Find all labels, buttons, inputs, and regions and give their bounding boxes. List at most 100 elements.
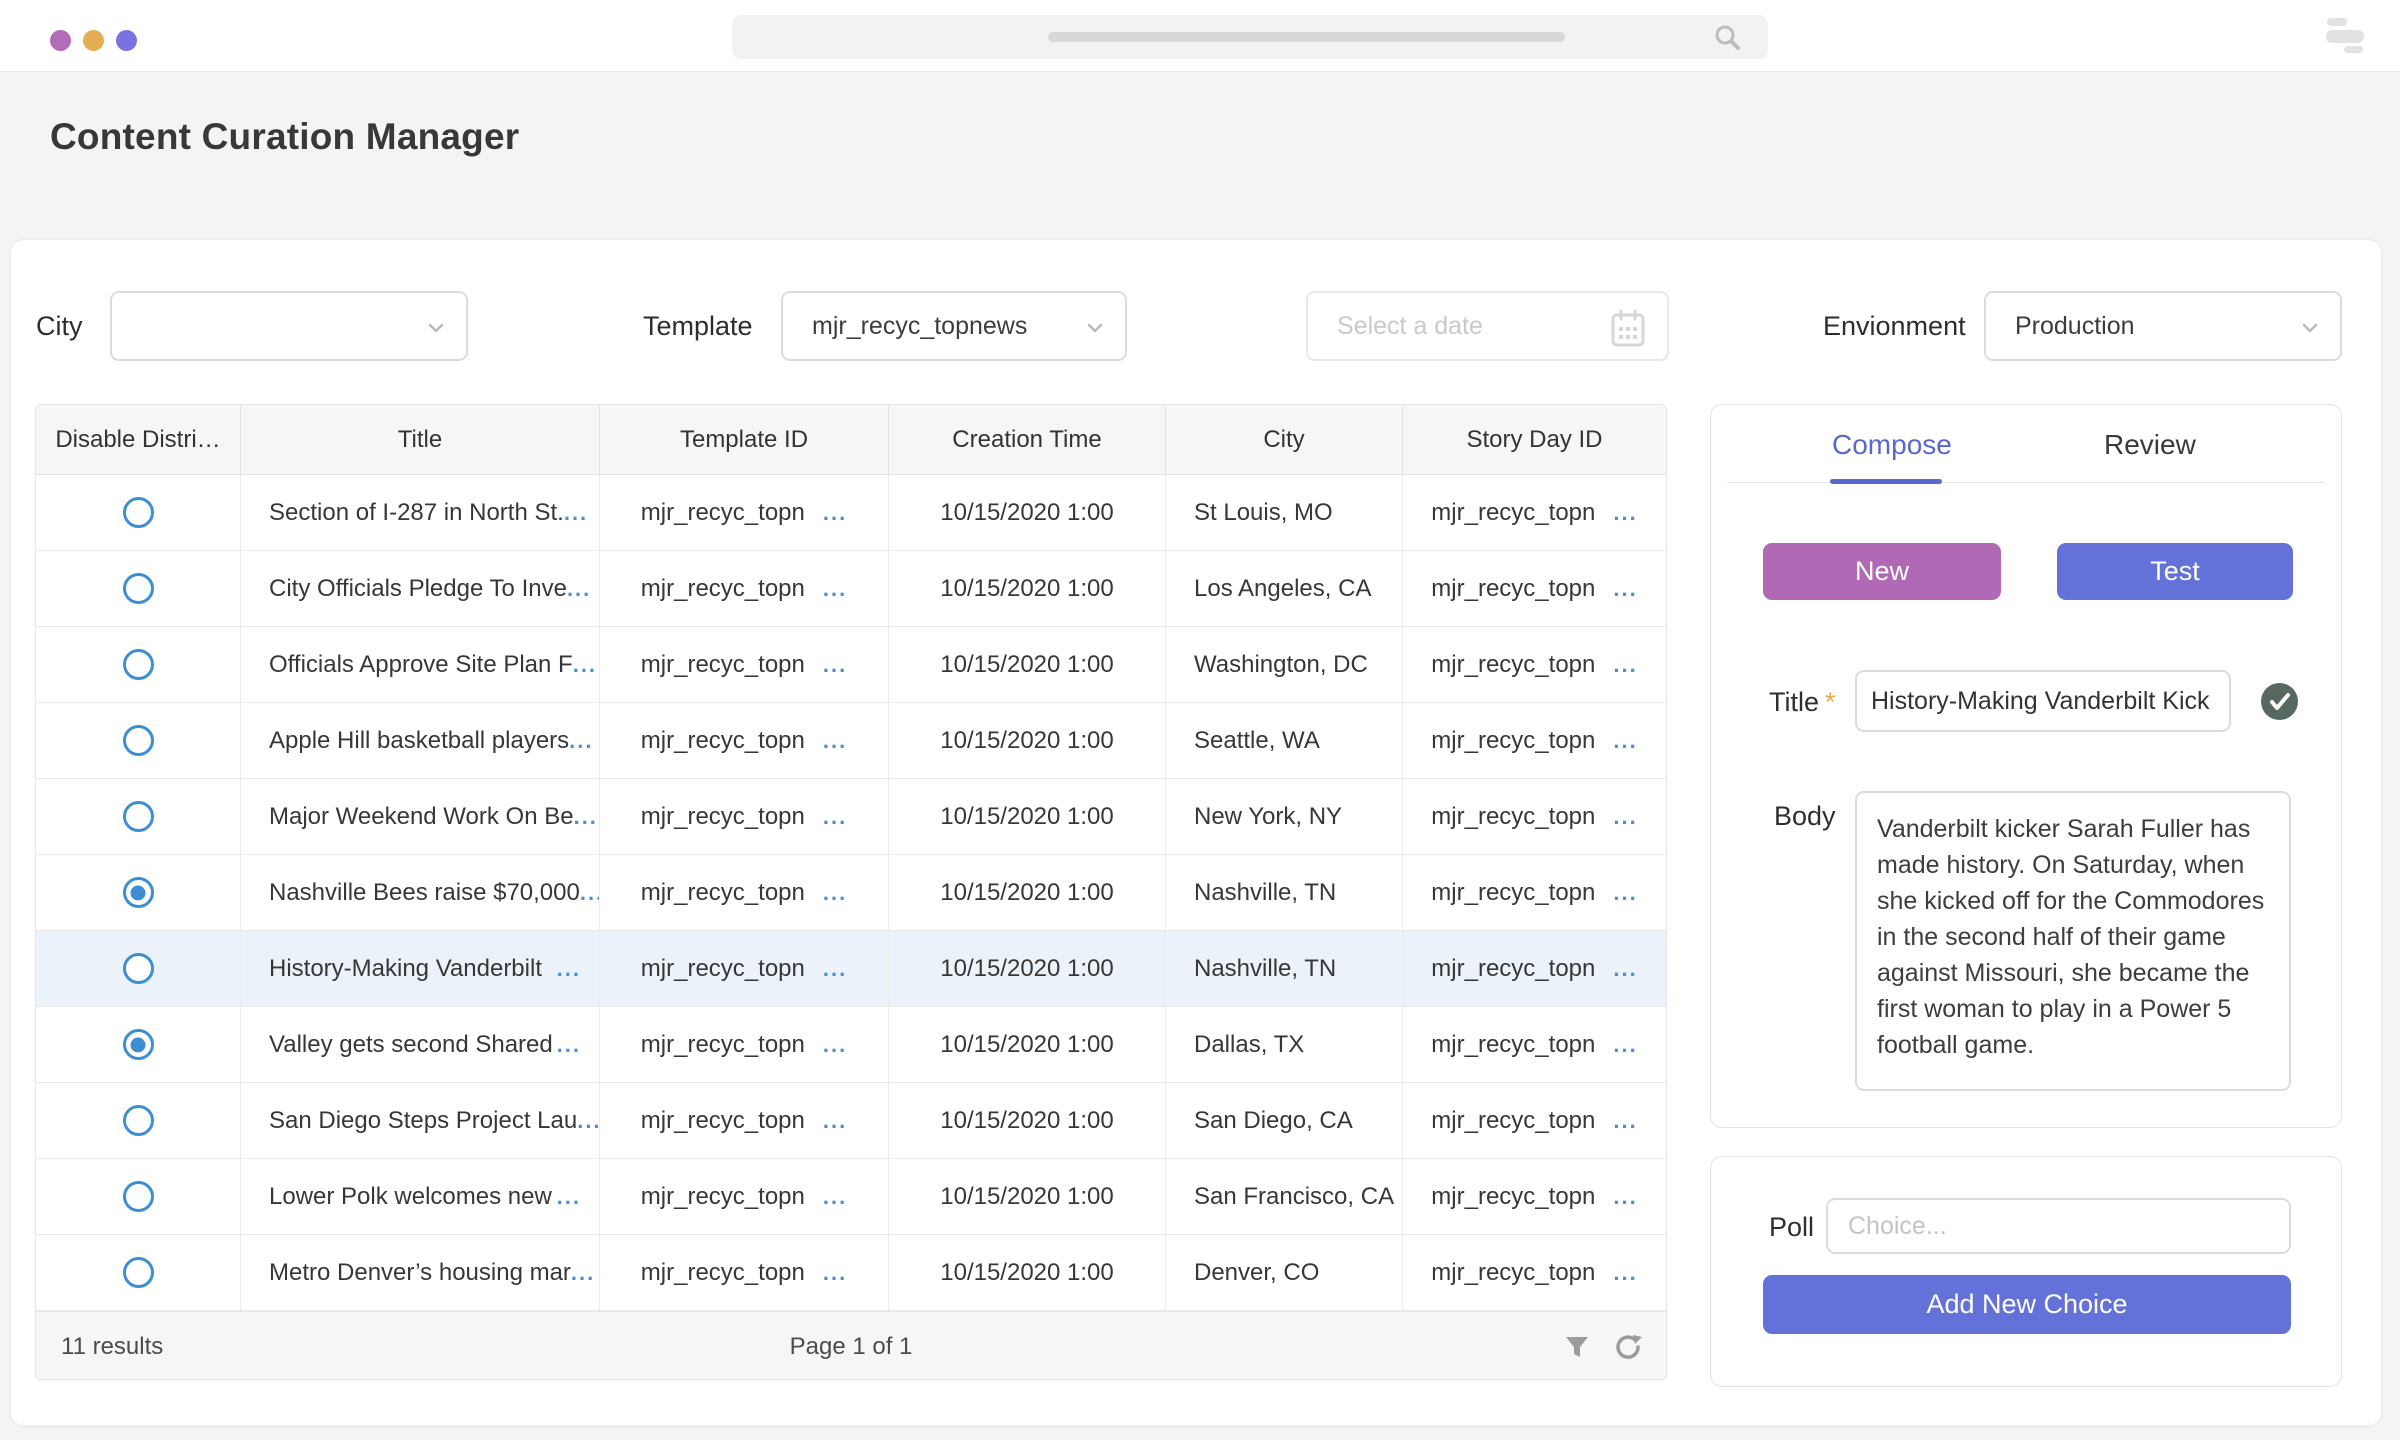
table-row[interactable]: City Officials Pledge To Inve ... mjr_re… — [36, 551, 1666, 627]
city-value: Nashville, TN — [1194, 878, 1337, 906]
title-expand-ellipsis[interactable]: ... — [579, 879, 599, 905]
table-row[interactable]: History-Making Vanderbilt ... mjr_recyc_… — [36, 931, 1666, 1007]
add-new-choice-button[interactable]: Add New Choice — [1763, 1275, 2291, 1334]
title-expand-ellipsis[interactable]: ... — [556, 1031, 581, 1057]
check-circle-icon — [2261, 683, 2298, 720]
story-day-id: mjr_recyc_topn — [1431, 650, 1596, 678]
title-expand-ellipsis[interactable]: ... — [563, 499, 589, 525]
table-row[interactable]: San Diego Steps Project Lau ... mjr_recy… — [36, 1083, 1666, 1159]
environment-filter-select[interactable]: Production — [1984, 291, 2342, 361]
distribution-radio[interactable] — [122, 1029, 154, 1060]
title-field[interactable] — [1855, 670, 2231, 732]
story-title: San Diego Steps Project Lau — [269, 1106, 578, 1134]
search-icon[interactable] — [1714, 24, 1740, 50]
story-day-id-expand-ellipsis[interactable]: ... — [1613, 955, 1638, 981]
tab-review[interactable]: Review — [2104, 429, 2196, 460]
story-title: History-Making Vanderbilt — [269, 954, 542, 982]
template-id: mjr_recyc_topn — [640, 954, 805, 982]
test-button[interactable]: Test — [2057, 543, 2293, 600]
filter-funnel-icon[interactable] — [1562, 1332, 1592, 1362]
column-header-disable-distribution: Disable Distri… — [36, 405, 241, 474]
column-header-city: City — [1166, 405, 1403, 474]
city-value: Dallas, TX — [1194, 1030, 1305, 1058]
title-expand-ellipsis[interactable]: ... — [573, 803, 598, 829]
template-id: mjr_recyc_topn — [640, 726, 805, 754]
new-button[interactable]: New — [1763, 543, 2001, 600]
story-day-id-expand-ellipsis[interactable]: ... — [1613, 1259, 1638, 1285]
search-input[interactable] — [732, 15, 1768, 59]
template-id: mjr_recyc_topn — [640, 574, 805, 602]
story-day-id-expand-ellipsis[interactable]: ... — [1613, 575, 1638, 601]
title-expand-ellipsis[interactable]: ... — [577, 1107, 600, 1133]
table-row[interactable]: Valley gets second Shared ... mjr_recyc_… — [36, 1007, 1666, 1083]
story-day-id-expand-ellipsis[interactable]: ... — [1613, 1183, 1638, 1209]
template-id-expand-ellipsis[interactable]: ... — [822, 879, 848, 905]
template-id-expand-ellipsis[interactable]: ... — [822, 1107, 848, 1133]
table-row[interactable]: Section of I-287 in North St. ... mjr_re… — [36, 475, 1666, 551]
tab-compose[interactable]: Compose — [1832, 429, 1952, 460]
window-dot-purple — [50, 30, 71, 51]
poll-panel: Poll Add New Choice — [1710, 1156, 2342, 1387]
city-value: Denver, CO — [1194, 1258, 1320, 1286]
template-filter-label: Template — [643, 311, 753, 341]
title-expand-ellipsis[interactable]: ... — [572, 651, 598, 677]
body-field[interactable] — [1855, 791, 2291, 1091]
table-row[interactable]: Apple Hill basketball players ... mjr_re… — [36, 703, 1666, 779]
refresh-icon[interactable] — [1614, 1332, 1644, 1362]
template-filter-select[interactable]: mjr_recyc_topnews — [781, 291, 1127, 361]
story-day-id-expand-ellipsis[interactable]: ... — [1613, 803, 1638, 829]
table-row[interactable]: Metro Denver’s housing mar ... mjr_recyc… — [36, 1235, 1666, 1311]
distribution-radio[interactable] — [122, 649, 154, 680]
distribution-radio[interactable] — [122, 877, 154, 908]
distribution-radio[interactable] — [122, 801, 154, 832]
title-expand-ellipsis[interactable]: ... — [569, 727, 594, 753]
calendar-icon[interactable] — [1611, 309, 1645, 347]
city-value: San Francisco, CA — [1194, 1182, 1395, 1210]
story-day-id: mjr_recyc_topn — [1431, 878, 1596, 906]
template-id-expand-ellipsis[interactable]: ... — [822, 1259, 848, 1285]
poll-choice-input[interactable] — [1826, 1198, 2291, 1254]
distribution-radio[interactable] — [122, 1105, 154, 1136]
distribution-radio[interactable] — [122, 1257, 154, 1288]
template-id-expand-ellipsis[interactable]: ... — [822, 651, 848, 677]
template-id-expand-ellipsis[interactable]: ... — [822, 803, 848, 829]
title-expand-ellipsis[interactable]: ... — [566, 575, 592, 601]
active-tab-underline — [1830, 479, 1942, 484]
story-title: Nashville Bees raise $70,000 — [269, 878, 580, 906]
distribution-radio[interactable] — [122, 725, 154, 756]
title-expand-ellipsis[interactable]: ... — [570, 1259, 596, 1285]
table-footer: 11 results Page 1 of 1 — [36, 1311, 1666, 1379]
story-day-id: mjr_recyc_topn — [1431, 954, 1596, 982]
template-id-expand-ellipsis[interactable]: ... — [822, 1031, 848, 1057]
story-day-id-expand-ellipsis[interactable]: ... — [1613, 499, 1638, 525]
template-id-expand-ellipsis[interactable]: ... — [822, 955, 848, 981]
table-row[interactable]: Officials Approve Site Plan F ... mjr_re… — [36, 627, 1666, 703]
title-expand-ellipsis[interactable]: ... — [556, 955, 581, 981]
template-id: mjr_recyc_topn — [640, 802, 805, 830]
title-expand-ellipsis[interactable]: ... — [556, 1183, 581, 1209]
city-filter-select[interactable] — [110, 291, 468, 361]
column-header-template-id: Template ID — [600, 405, 889, 474]
template-id-expand-ellipsis[interactable]: ... — [822, 1183, 848, 1209]
distribution-radio[interactable] — [122, 497, 154, 528]
story-day-id-expand-ellipsis[interactable]: ... — [1613, 1031, 1638, 1057]
table-row[interactable]: Major Weekend Work On Be ... mjr_recyc_t… — [36, 779, 1666, 855]
template-id: mjr_recyc_topn — [640, 1030, 805, 1058]
story-day-id-expand-ellipsis[interactable]: ... — [1613, 727, 1638, 753]
table-row[interactable]: Nashville Bees raise $70,000 ... mjr_rec… — [36, 855, 1666, 931]
city-value: Washington, DC — [1194, 650, 1368, 678]
template-id-expand-ellipsis[interactable]: ... — [822, 575, 848, 601]
story-day-id: mjr_recyc_topn — [1431, 1106, 1596, 1134]
table-row[interactable]: Lower Polk welcomes new ... mjr_recyc_to… — [36, 1159, 1666, 1235]
story-day-id-expand-ellipsis[interactable]: ... — [1613, 1107, 1638, 1133]
distribution-radio[interactable] — [122, 1181, 154, 1212]
compose-panel: Compose Review New Test Title* Body — [1710, 404, 2342, 1128]
distribution-radio[interactable] — [122, 953, 154, 984]
story-day-id-expand-ellipsis[interactable]: ... — [1613, 879, 1638, 905]
distribution-radio[interactable] — [122, 573, 154, 604]
window-dot-indigo — [116, 30, 137, 51]
story-day-id-expand-ellipsis[interactable]: ... — [1613, 651, 1638, 677]
template-id-expand-ellipsis[interactable]: ... — [822, 727, 848, 753]
template-id-expand-ellipsis[interactable]: ... — [822, 499, 848, 525]
date-picker-input[interactable]: Select a date — [1306, 291, 1669, 361]
